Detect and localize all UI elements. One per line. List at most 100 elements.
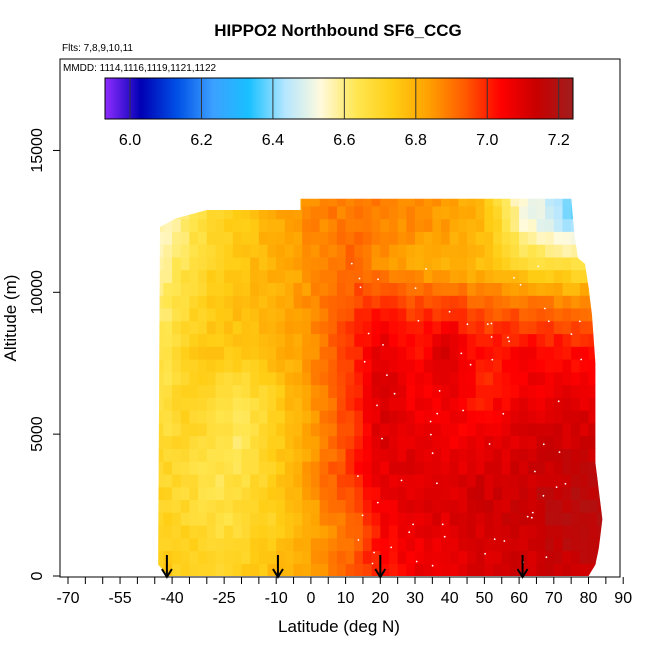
field-cell xyxy=(493,218,503,232)
field-cell xyxy=(432,231,442,245)
field-cell xyxy=(432,435,442,449)
sample-point xyxy=(414,287,417,289)
field-cell xyxy=(449,320,459,335)
field-cell xyxy=(415,537,425,552)
field-cell xyxy=(406,550,416,564)
field-cell xyxy=(415,435,425,449)
field-cell xyxy=(189,550,199,564)
field-cell xyxy=(389,435,399,449)
field-cell xyxy=(527,218,538,232)
field-cell xyxy=(328,320,338,335)
field-cell xyxy=(319,537,329,552)
field-cell xyxy=(501,486,512,500)
field-cell xyxy=(536,448,546,462)
field-cell xyxy=(545,461,555,475)
field-cell xyxy=(510,371,520,386)
field-cell xyxy=(371,410,381,424)
field-cell xyxy=(380,371,390,386)
field-cell xyxy=(293,448,303,462)
field-cell xyxy=(371,359,381,373)
field-cell xyxy=(579,473,590,488)
field-cell xyxy=(336,550,347,564)
field-cell xyxy=(158,218,165,232)
field-cell xyxy=(458,461,468,475)
field-cell xyxy=(510,346,520,360)
field-cell xyxy=(467,448,477,462)
field-cell xyxy=(267,282,277,296)
field-cell xyxy=(588,410,598,424)
field-cell xyxy=(415,282,425,296)
field-cell xyxy=(467,384,477,398)
field-cell xyxy=(241,435,251,449)
field-cell xyxy=(389,198,399,207)
field-cell xyxy=(449,256,459,271)
field-cell xyxy=(553,486,564,500)
field-cell xyxy=(371,371,381,386)
field-cell xyxy=(310,550,321,564)
field-cell xyxy=(258,384,269,398)
field-cell xyxy=(258,244,269,258)
field-cell xyxy=(302,333,312,347)
field-cell xyxy=(258,346,269,360)
field-cell xyxy=(579,563,590,576)
field-cell xyxy=(189,448,199,462)
field-cell xyxy=(415,205,425,220)
field-cell xyxy=(241,384,251,398)
field-cell xyxy=(475,346,485,360)
field-cell xyxy=(198,384,208,398)
field-cell xyxy=(527,524,538,539)
field-cell xyxy=(458,397,468,411)
field-cell xyxy=(501,218,512,232)
field-cell xyxy=(276,486,286,500)
field-cell xyxy=(441,422,451,437)
field-cell xyxy=(484,512,494,526)
field-cell xyxy=(380,473,390,488)
field-cell xyxy=(484,320,494,335)
field-cell xyxy=(198,512,208,526)
field-cell xyxy=(198,346,208,360)
field-cell xyxy=(432,461,442,475)
field-cell xyxy=(536,486,546,500)
sample-point xyxy=(390,546,393,549)
field-cell xyxy=(371,333,381,347)
field-cell xyxy=(415,269,425,283)
field-cell xyxy=(163,524,173,539)
field-cell xyxy=(172,461,182,475)
field-cell xyxy=(215,295,225,309)
field-cell xyxy=(536,359,546,373)
field-cell xyxy=(276,524,286,539)
field-cell xyxy=(553,205,564,220)
field-cell xyxy=(276,537,286,552)
field-cell xyxy=(336,486,347,500)
field-cell xyxy=(397,269,407,283)
field-cell xyxy=(432,269,442,283)
field-cell xyxy=(484,282,494,296)
field-cell xyxy=(354,499,364,513)
field-cell xyxy=(597,256,603,271)
sample-point xyxy=(490,336,493,338)
field-cell xyxy=(432,359,442,373)
field-cell xyxy=(293,333,303,347)
field-cell xyxy=(571,269,581,283)
field-cell xyxy=(449,359,459,373)
x-tick-label: -40 xyxy=(161,590,184,607)
field-cell xyxy=(397,448,407,462)
field-cell xyxy=(276,218,286,232)
field-cell xyxy=(467,410,477,424)
field-cell xyxy=(328,524,338,539)
field-cell xyxy=(475,218,485,232)
field-cell xyxy=(458,371,468,386)
x-tick-label: -25 xyxy=(213,590,236,607)
field-cell xyxy=(449,448,459,462)
field-cell xyxy=(302,282,312,296)
field-cell xyxy=(579,244,590,258)
field-cell xyxy=(510,205,520,220)
field-cell xyxy=(328,218,338,232)
field-cell xyxy=(328,486,338,500)
field-cell xyxy=(475,422,485,437)
field-cell xyxy=(241,448,251,462)
field-cell xyxy=(354,307,364,322)
field-cell xyxy=(571,410,581,424)
field-cell xyxy=(158,512,165,526)
field-cell xyxy=(432,512,442,526)
